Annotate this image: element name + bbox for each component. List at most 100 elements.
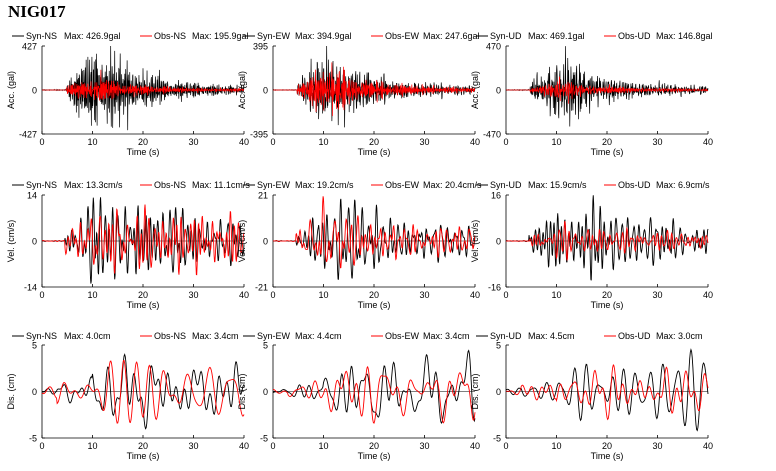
legend-max: Max: 19.2cm/s: [295, 180, 354, 190]
x-tick-label: 30: [419, 137, 429, 147]
y-axis-label: Acc. (gal): [6, 71, 16, 109]
y-axis-label: Dis. (cm): [470, 374, 480, 410]
legend-max: Max: 469.1gal: [528, 31, 585, 41]
legend-name: Obs-EW: [385, 31, 420, 41]
y-tick-label: 0: [263, 387, 268, 397]
legend-max: Max: 247.6gal: [423, 31, 480, 41]
x-axis-label: Time (s): [358, 451, 391, 461]
x-tick-label: 0: [39, 441, 44, 451]
legend-name: Syn-UD: [490, 331, 522, 341]
legend-entry-obs: Obs-EW Max: 247.6gal: [371, 31, 480, 41]
y-axis-label: Vel. (cm/s): [470, 220, 480, 263]
y-tick-label: 5: [32, 341, 37, 351]
x-tick-label: 30: [652, 137, 662, 147]
x-tick-label: 30: [419, 290, 429, 300]
y-axis-label: Dis. (cm): [6, 374, 16, 410]
series-line-obs: [272, 62, 476, 116]
x-tick-label: 40: [703, 441, 713, 451]
x-tick-label: 0: [270, 137, 275, 147]
legend-name: Obs-EW: [385, 180, 420, 190]
series-line-obs: [41, 204, 245, 276]
y-tick-label: 395: [253, 42, 268, 52]
x-tick-label: 40: [470, 441, 480, 451]
legend-entry-syn: Syn-EW Max: 19.2cm/s: [243, 180, 354, 190]
y-tick-label: -14: [24, 283, 37, 293]
x-tick-label: 10: [87, 290, 97, 300]
legend-max: Max: 3.0cm: [656, 331, 703, 341]
legend-entry-syn: Syn-UD Max: 15.9cm/s: [476, 180, 587, 190]
legend-entry-syn: Syn-UD Max: 4.5cm: [476, 331, 575, 341]
legend-entry-obs: Obs-NS Max: 11.1cm/s: [140, 180, 250, 190]
y-tick-label: 5: [496, 341, 501, 351]
y-tick-label: 0: [32, 237, 37, 247]
x-tick-label: 40: [703, 290, 713, 300]
x-axis-label: Time (s): [127, 300, 160, 310]
series-line-obs: [272, 196, 476, 269]
x-tick-label: 0: [503, 137, 508, 147]
legend-name: Syn-NS: [26, 31, 57, 41]
legend-max: Max: 3.4cm: [423, 331, 470, 341]
series-line-obs: [272, 365, 476, 424]
series-line-syn: [272, 46, 476, 128]
x-tick-label: 10: [551, 290, 561, 300]
legend-entry-syn: Syn-EW Max: 394.9gal: [243, 31, 352, 41]
x-tick-label: 20: [138, 441, 148, 451]
x-tick-label: 30: [188, 290, 198, 300]
x-tick-label: 40: [470, 290, 480, 300]
x-axis-label: Time (s): [591, 300, 624, 310]
y-tick-label: 0: [263, 237, 268, 247]
legend-entry-obs: Obs-NS Max: 195.9gal: [140, 31, 249, 41]
legend-max: Max: 426.9gal: [64, 31, 121, 41]
legend-entry-obs: Obs-EW Max: 3.4cm: [371, 331, 470, 341]
series-line-obs: [505, 76, 709, 104]
legend-name: Syn-EW: [257, 180, 291, 190]
legend-max: Max: 11.1cm/s: [192, 180, 250, 190]
y-tick-label: 0: [263, 86, 268, 96]
legend-max: Max: 195.9gal: [192, 31, 249, 41]
y-tick-label: 0: [32, 86, 37, 96]
series-line-obs: [505, 363, 709, 421]
station-title: NIG017: [8, 2, 66, 21]
legend-max: Max: 3.4cm: [192, 331, 239, 341]
y-tick-label: -5: [493, 434, 501, 444]
x-tick-label: 20: [138, 137, 148, 147]
legend-max: Max: 4.0cm: [64, 331, 111, 341]
x-axis-label: Time (s): [358, 300, 391, 310]
legend-max: Max: 6.9cm/s: [656, 180, 710, 190]
legend-entry-syn: Syn-NS Max: 4.0cm: [12, 331, 111, 341]
legend-entry-obs: Obs-UD Max: 6.9cm/s: [604, 180, 710, 190]
legend-name: Syn-UD: [490, 31, 522, 41]
legend-max: Max: 146.8gal: [656, 31, 713, 41]
y-tick-label: 470: [486, 42, 501, 52]
legend-entry-obs: Obs-EW Max: 20.4cm/s: [371, 180, 482, 190]
y-tick-label: 21: [258, 191, 268, 201]
y-tick-label: 0: [496, 86, 501, 96]
series-line-syn: [272, 198, 476, 280]
y-tick-label: -5: [260, 434, 268, 444]
legend-max: Max: 4.5cm: [528, 331, 575, 341]
x-tick-label: 10: [87, 441, 97, 451]
legend-name: Obs-UD: [618, 31, 651, 41]
x-tick-label: 10: [87, 137, 97, 147]
x-tick-label: 20: [138, 290, 148, 300]
x-axis-label: Time (s): [591, 147, 624, 157]
legend-max: Max: 15.9cm/s: [528, 180, 587, 190]
x-tick-label: 20: [369, 137, 379, 147]
x-tick-label: 10: [318, 290, 328, 300]
legend-name: Syn-NS: [26, 180, 57, 190]
legend-name: Syn-EW: [257, 331, 291, 341]
legend-max: Max: 4.4cm: [295, 331, 342, 341]
y-tick-label: 0: [496, 387, 501, 397]
y-tick-label: 14: [27, 191, 37, 201]
x-tick-label: 40: [239, 441, 249, 451]
series-line-obs: [41, 69, 245, 101]
x-tick-label: 10: [551, 137, 561, 147]
series-line-obs: [41, 360, 245, 424]
x-tick-label: 0: [39, 137, 44, 147]
y-tick-label: -21: [255, 283, 268, 293]
